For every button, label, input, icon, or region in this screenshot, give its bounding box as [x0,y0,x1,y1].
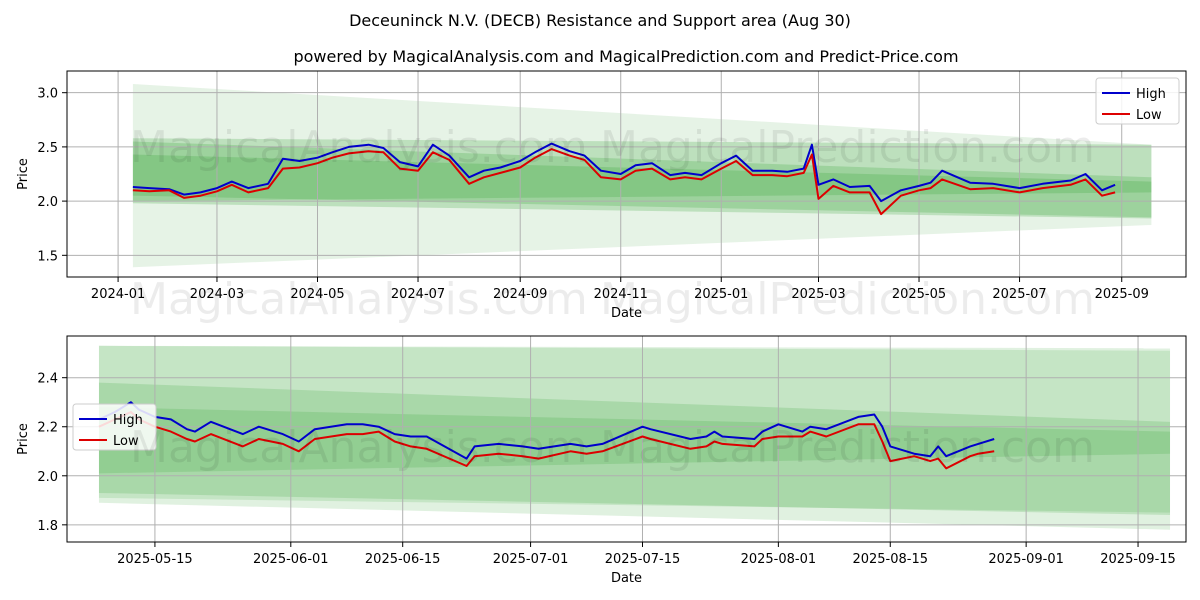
plot-frame [66,335,1187,543]
x-tick-label: 2024-05 [290,287,344,302]
band-2 [132,138,1152,218]
series-line-low [98,411,995,470]
legend-label-low: Low [113,434,139,449]
x-tick-label: 2025-05-15 [117,552,193,567]
y-tick-label: 3.0 [37,87,58,102]
x-tick-label: 2025-08-15 [852,552,928,567]
band-1 [132,84,1152,268]
band-4 [132,154,1152,202]
series-line-low [132,148,1116,216]
x-tick-label: 2025-09 [1095,287,1149,302]
chart-panel-2: 2025-05-15 2025-06-01 2025-06-15 2025-07-01… [16,335,1187,586]
x-axis-label: Date [611,571,642,586]
y-axis-label: Price [16,158,31,190]
y-tick-label: 2.0 [37,470,58,485]
x-tick-label: 2025-03 [791,287,845,302]
legend-box [72,403,157,451]
x-tick-label: 2025-06-01 [253,552,329,567]
legend-box [1095,77,1180,125]
legend-label-high: High [113,413,143,428]
plot-frame [66,70,1187,278]
y-tick-label: 2.0 [37,195,58,210]
x-tick-label: 2025-01 [694,287,748,302]
x-tick-label: 2025-07-01 [493,552,569,567]
x-tick-label: 2025-05 [892,287,946,302]
x-tick-label: 2024-01 [91,287,145,302]
legend: High Low [1095,77,1180,125]
band-1 [98,345,1171,530]
y-tick-label: 2.2 [37,421,58,436]
watermark: MagicalAnalysis.com [130,274,588,325]
x-tick-label: 2024-11 [594,287,648,302]
x-tick-label: 2024-03 [190,287,244,302]
chart-panel-1: 2024-01 2024-03 2024-05 2024-07 2024-09 2024-… [16,70,1187,321]
y-tick-label: 2.4 [37,372,58,387]
legend: High Low [72,403,157,451]
x-tick-label: 2025-09-15 [1100,552,1176,567]
watermark: MagicalPrediction.com [600,422,1095,473]
chart-title: Deceuninck N.V. (DECB) Resistance and Su… [349,11,851,30]
series-line-high [98,401,995,460]
watermark: MagicalPrediction.com [600,122,1095,173]
x-tick-label: 2025-09-01 [988,552,1064,567]
x-tick-label: 2025-07 [992,287,1046,302]
y-tick-label: 1.8 [37,519,58,534]
watermark: MagicalAnalysis.com [130,122,588,173]
band-3 [98,382,1171,516]
watermark: MagicalAnalysis.com [130,422,588,473]
x-tick-label: 2024-07 [391,287,445,302]
plot-area [67,336,1186,542]
legend-label-low: Low [1136,108,1162,123]
legend-label-high: High [1136,87,1166,102]
series-line-high [132,142,1116,203]
y-tick-label: 2.5 [37,141,58,156]
x-tick-label: 2025-07-15 [605,552,681,567]
y-axis-label: Price [16,423,31,455]
x-axis-label: Date [611,306,642,321]
watermark: MagicalPrediction.com [600,274,1095,325]
x-tick-label: 2025-08-01 [741,552,817,567]
chart-subtitle: powered by MagicalAnalysis.com and Magic… [293,47,958,66]
plot-area [67,71,1186,277]
x-tick-label: 2024-09 [493,287,547,302]
x-tick-label: 2025-06-15 [365,552,441,567]
y-tick-label: 1.5 [37,249,58,264]
